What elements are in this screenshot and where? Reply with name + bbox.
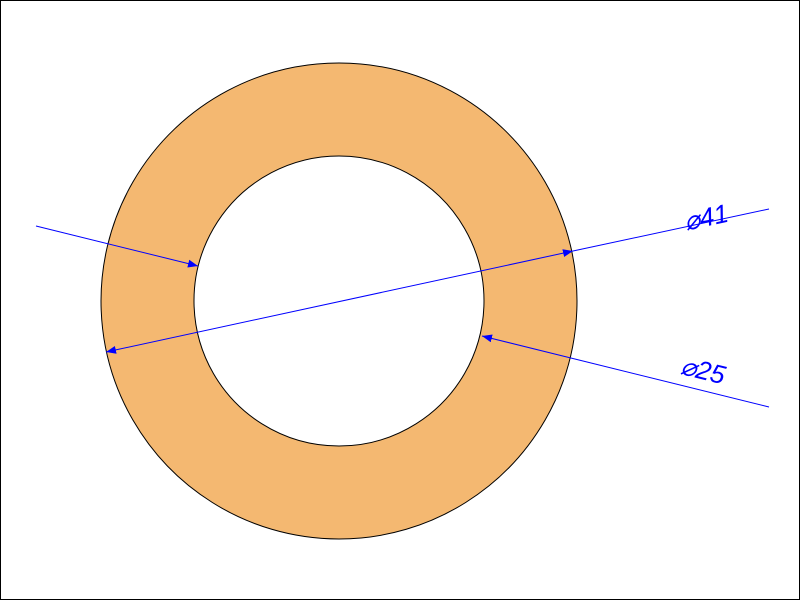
diagram-canvas: ⌀41 ⌀25 — [0, 0, 800, 600]
outer-dimension-label: ⌀41 — [681, 198, 731, 237]
ring-shape — [101, 63, 577, 539]
outer-dimension-extension — [573, 209, 769, 251]
inner-dimension-label: ⌀25 — [678, 350, 729, 390]
diagram-svg: ⌀41 ⌀25 — [1, 1, 800, 601]
